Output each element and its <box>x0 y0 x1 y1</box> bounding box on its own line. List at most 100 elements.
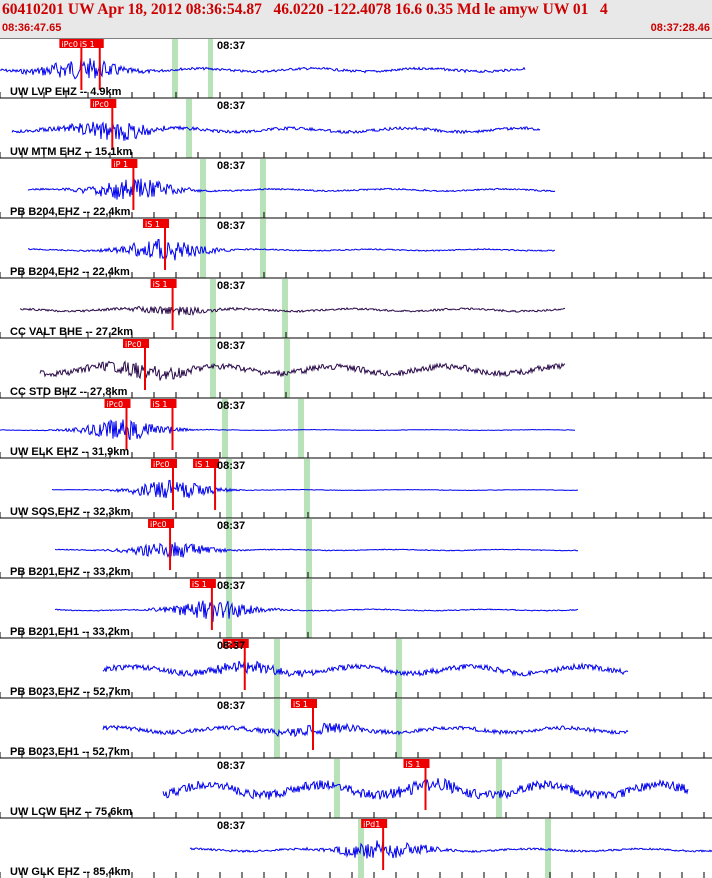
minute-label: 08:37 <box>217 820 245 832</box>
minute-label: 08:37 <box>217 460 245 472</box>
time-window <box>260 219 266 278</box>
pick-label: iPc0 <box>107 400 124 409</box>
pick-label: iPc0 <box>153 460 170 469</box>
pick-label: iP 1 <box>113 160 128 169</box>
trace-row[interactable]: iS 1 08:37 PB B023,EH1 -- 52,7km <box>0 697 712 758</box>
trace-row[interactable]: iS 1 08:37 UW LCW EHZ -- 75,6km <box>0 757 712 818</box>
minute-label: 08:37 <box>217 160 245 172</box>
pick-flag <box>189 579 216 588</box>
time-window <box>226 459 232 518</box>
waveform <box>0 58 526 80</box>
time-window <box>226 579 232 638</box>
trace-row[interactable]: iPc0 iS 1 08:37 UW LVP EHZ -- 4.9km <box>0 38 712 98</box>
trace-row[interactable]: iPc0 08:37 CC STD BHZ -- 27,8km <box>0 337 712 398</box>
pick-label: iS 1 <box>195 460 210 469</box>
station-label: CC STD BHZ -- 27,8km <box>10 386 128 398</box>
pick-label: iS 1 <box>80 40 95 49</box>
pick-flag <box>291 699 317 708</box>
pick-label: iPc0 <box>125 340 142 349</box>
minute-label: 08:37 <box>217 640 245 652</box>
minute-label: 08:37 <box>217 400 245 412</box>
station-label: PB B201,EHZ -- 33,2km <box>10 566 131 578</box>
waveform <box>102 660 629 678</box>
trace-row[interactable]: iPc0 iS 1 08:37 UW ELK EHZ -- 31,9km <box>0 397 712 458</box>
pick-flag <box>111 159 138 168</box>
station-label: CC VALT BHE -- 27,2km <box>10 326 133 338</box>
time-window <box>260 159 266 218</box>
minute-label: 08:37 <box>217 340 245 352</box>
time-window <box>200 219 206 278</box>
waveform <box>27 238 556 261</box>
pick-flag <box>90 99 117 108</box>
pick-flag <box>59 39 86 48</box>
pick-label: iPd1 <box>363 820 380 829</box>
pick-label: iS 1 <box>406 760 421 769</box>
trace-row[interactable]: iPc0 08:37 PB B201,EHZ -- 33,2km <box>0 517 712 578</box>
minute-label: 08:37 <box>217 220 245 232</box>
minute-label: 08:37 <box>217 580 245 592</box>
pick-flag <box>123 339 149 348</box>
station-label: PB B204,EHZ -- 22,4km <box>10 206 131 218</box>
time-window <box>222 399 228 458</box>
minute-label: 08:37 <box>217 520 245 532</box>
pick-label: iS 1 <box>153 400 168 409</box>
pick-flag <box>150 279 177 288</box>
waveform <box>54 600 579 622</box>
event-title: 60410201 UW Apr 18, 2012 08:36:54.87 46.… <box>2 1 608 18</box>
pick-label: iPc0 <box>92 100 109 109</box>
station-label: PB B201,EH1 -- 33,2km <box>10 626 130 638</box>
minute-label: 08:37 <box>217 40 245 52</box>
station-label: UW ELK EHZ -- 31,9km <box>10 446 129 458</box>
time-window <box>545 819 551 878</box>
time-window <box>306 579 312 638</box>
minute-label: 08:37 <box>217 280 245 292</box>
pick-flag <box>193 459 220 468</box>
pick-flag <box>361 819 388 828</box>
time-window <box>284 339 290 398</box>
time-window <box>274 699 280 758</box>
time-window <box>210 279 216 338</box>
pick-label: iS 1 <box>145 220 160 229</box>
station-label: UW LCW EHZ -- 75,6km <box>10 806 132 818</box>
pick-flag <box>77 39 104 48</box>
pick-label: iPc0 <box>61 40 78 49</box>
pick-label: iS 1 <box>192 580 207 589</box>
pick-flag <box>148 519 175 528</box>
trace-row[interactable]: iS 1 08:37 CC VALT BHE -- 27,2km <box>0 277 712 338</box>
time-window <box>298 399 304 458</box>
station-label: UW LVP EHZ -- 4.9km <box>10 86 122 98</box>
waveform <box>54 542 579 559</box>
trace-row[interactable]: iPc0 08:37 UW MTM EHZ -- 15.1km <box>0 97 712 158</box>
trace-row[interactable]: iPd1 08:37 UW GLK EHZ -- 85,4km <box>0 817 712 878</box>
pick-flag <box>143 219 170 228</box>
header-bar: 60410201 UW Apr 18, 2012 08:36:54.87 46.… <box>0 0 712 38</box>
waveform <box>39 360 566 381</box>
time-window <box>496 759 502 818</box>
station-label: PB B204,EH2 -- 22,4km <box>10 266 130 278</box>
pick-label: iS 1 <box>293 700 308 709</box>
waveform <box>52 479 578 499</box>
trace-row[interactable]: iP 1 08:37 PB B204,EHZ -- 22,4km <box>0 157 712 218</box>
pick-label: iP 1 <box>225 640 240 649</box>
trace-row[interactable]: iS 1 08:37 PB B204,EH2 -- 22,4km <box>0 217 712 278</box>
time-window <box>304 459 310 518</box>
station-label: PB B023,EHZ -- 52,7km <box>10 686 131 698</box>
waveform <box>11 121 541 141</box>
time-window <box>282 279 288 338</box>
time-window <box>306 519 312 578</box>
time-window <box>172 39 178 98</box>
waveform <box>0 419 575 441</box>
time-window <box>226 519 232 578</box>
trace-row[interactable]: iPc0 iS 1 08:37 UW SOS,EHZ -- 32,3km <box>0 457 712 518</box>
pick-flag <box>403 759 430 768</box>
pick-flag <box>150 399 177 408</box>
time-window <box>200 159 206 218</box>
pick-flag <box>222 639 249 648</box>
trace-row[interactable]: iP 108:37 PB B023,EHZ -- 52,7km <box>0 637 712 698</box>
waveform <box>19 305 566 317</box>
trace-row[interactable]: iS 1 08:37 PB B201,EH1 -- 33,2km <box>0 577 712 638</box>
station-label: UW GLK EHZ -- 85,4km <box>10 866 131 878</box>
waveform <box>102 722 629 738</box>
waveform <box>27 178 556 200</box>
waveform <box>189 840 712 859</box>
